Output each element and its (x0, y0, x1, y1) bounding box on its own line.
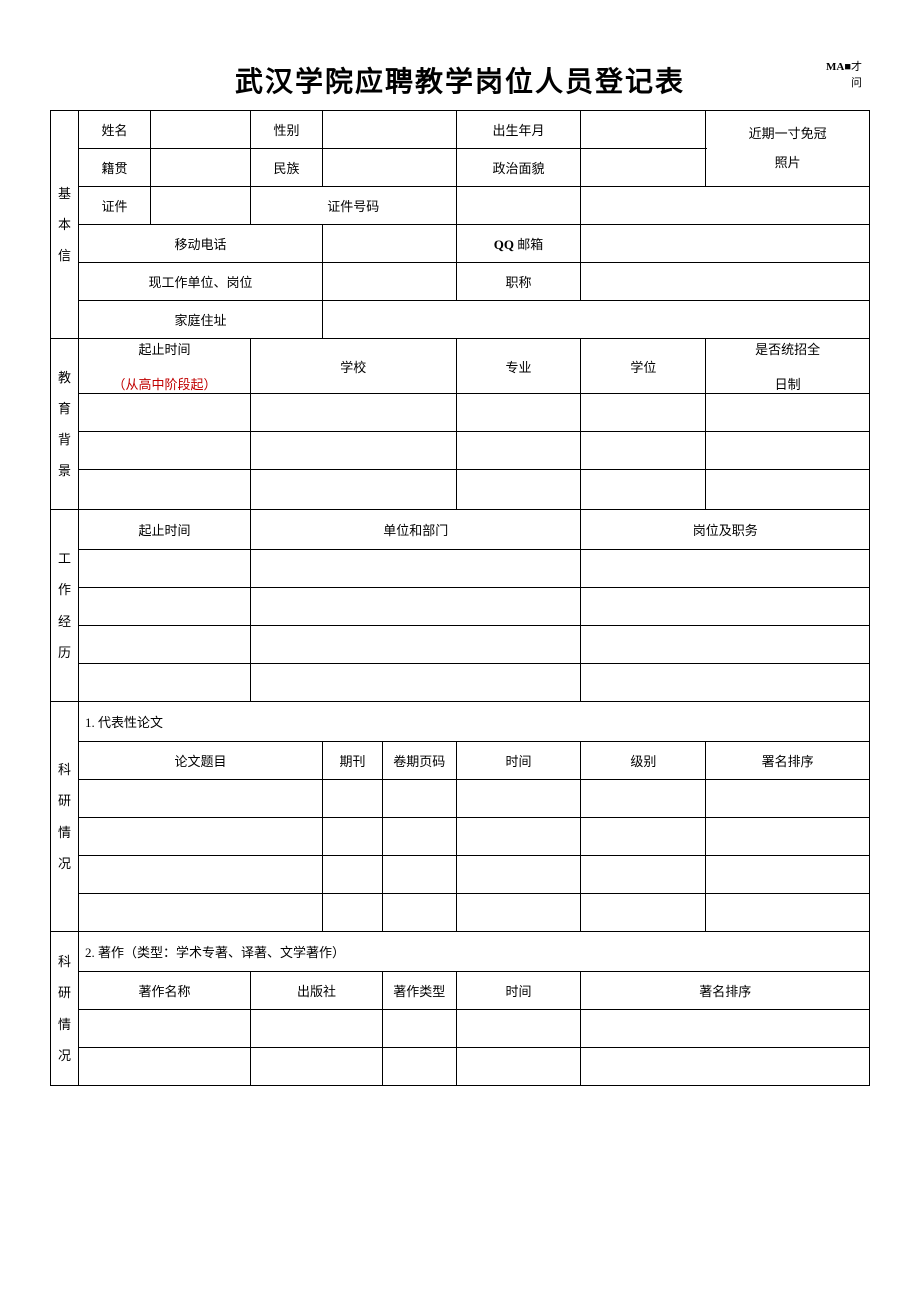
label-idnum: 证件号码 (251, 187, 457, 225)
field-origin[interactable] (151, 149, 251, 187)
book-row[interactable] (79, 1010, 251, 1048)
field-ethnic[interactable] (323, 149, 457, 187)
field-gender[interactable] (323, 111, 457, 149)
label-edu-time: 起止时间 （从高中阶段起） (79, 339, 251, 394)
label-employer: 现工作单位、岗位 (79, 263, 323, 301)
field-birth[interactable] (581, 111, 706, 149)
work-row-unit[interactable] (251, 626, 581, 664)
label-paper-title: 论文题目 (79, 742, 323, 780)
label-work-post: 岗位及职务 (581, 510, 870, 550)
label-book-time: 时间 (456, 972, 581, 1010)
label-address: 家庭住址 (79, 301, 323, 339)
label-book-type: 著作类型 (383, 972, 457, 1010)
research2-heading: 2. 著作（类型：学术专著、译著、文学著作） (79, 932, 870, 972)
label-mobile: 移动电话 (79, 225, 323, 263)
work-row-time[interactable] (79, 664, 251, 702)
header-mark: MA■才问 (826, 58, 862, 90)
label-qq: QQ QQ 邮箱邮箱 (456, 225, 581, 263)
edu-row-major[interactable] (456, 470, 581, 510)
section-basic-label: 基本信 (51, 111, 79, 339)
section-edu-label: 教育背景 (51, 339, 79, 510)
paper-row[interactable] (79, 856, 323, 894)
label-name: 姓名 (79, 111, 151, 149)
label-book-name: 著作名称 (79, 972, 251, 1010)
edu-row-school[interactable] (251, 394, 457, 432)
field-address[interactable] (323, 301, 870, 339)
section-research1-label: 科研情况 (51, 702, 79, 932)
edu-row-fulltime[interactable] (706, 432, 870, 470)
section-work-label: 工作经历 (51, 510, 79, 702)
label-idtype: 证件 (79, 187, 151, 225)
book-row[interactable] (79, 1048, 251, 1086)
label-gender: 性别 (251, 111, 323, 149)
work-row-post[interactable] (581, 588, 870, 626)
work-row-post[interactable] (581, 626, 870, 664)
label-book-order: 著名排序 (581, 972, 870, 1010)
work-row-unit[interactable] (251, 550, 581, 588)
label-edu-fulltime: 是否统招全 日制 (706, 339, 870, 394)
label-edu-school: 学校 (251, 339, 457, 394)
work-row-unit[interactable] (251, 588, 581, 626)
label-political: 政治面貌 (456, 149, 581, 187)
work-row-unit[interactable] (251, 664, 581, 702)
paper-row[interactable] (79, 780, 323, 818)
edu-row-time[interactable] (79, 432, 251, 470)
field-idnum2[interactable] (581, 187, 870, 225)
paper-row[interactable] (79, 818, 323, 856)
field-idtype[interactable] (151, 187, 251, 225)
field-name[interactable] (151, 111, 251, 149)
page-title: 武汉学院应聘教学岗位人员登记表 (50, 60, 870, 100)
work-row-post[interactable] (581, 664, 870, 702)
label-birth: 出生年月 (456, 111, 581, 149)
edu-row-major[interactable] (456, 394, 581, 432)
field-qq[interactable] (581, 225, 870, 263)
edu-row-degree[interactable] (581, 394, 706, 432)
edu-row-school[interactable] (251, 432, 457, 470)
label-publisher: 出版社 (251, 972, 383, 1010)
label-sign-order: 署名排序 (706, 742, 870, 780)
work-row-time[interactable] (79, 626, 251, 664)
work-row-post[interactable] (581, 550, 870, 588)
label-jobtitle: 职称 (456, 263, 581, 301)
form-table: 基本信 姓名 性别 出生年月 近期一寸免冠 照片 籍贯 民族 政治面貌 证件 证… (50, 110, 870, 1086)
label-level: 级别 (581, 742, 706, 780)
edu-row-degree[interactable] (581, 432, 706, 470)
label-origin: 籍贯 (79, 149, 151, 187)
edu-row-time[interactable] (79, 470, 251, 510)
label-ethnic: 民族 (251, 149, 323, 187)
section-research2-label: 科研情况 (51, 932, 79, 1086)
photo-area[interactable]: 近期一寸免冠 照片 (706, 111, 870, 187)
label-journal: 期刊 (323, 742, 383, 780)
label-edu-major: 专业 (456, 339, 581, 394)
research1-heading: 1. 代表性论文 (79, 702, 870, 742)
label-edu-degree: 学位 (581, 339, 706, 394)
field-political[interactable] (581, 149, 706, 187)
edu-row-degree[interactable] (581, 470, 706, 510)
field-jobtitle[interactable] (581, 263, 870, 301)
work-row-time[interactable] (79, 588, 251, 626)
label-work-unit: 单位和部门 (251, 510, 581, 550)
edu-row-school[interactable] (251, 470, 457, 510)
label-paper-time: 时间 (456, 742, 581, 780)
field-idnum[interactable] (456, 187, 581, 225)
edu-row-fulltime[interactable] (706, 394, 870, 432)
edu-row-major[interactable] (456, 432, 581, 470)
edu-row-fulltime[interactable] (706, 470, 870, 510)
edu-row-time[interactable] (79, 394, 251, 432)
label-work-time: 起止时间 (79, 510, 251, 550)
field-employer[interactable] (323, 263, 457, 301)
work-row-time[interactable] (79, 550, 251, 588)
paper-row[interactable] (79, 894, 323, 932)
field-mobile[interactable] (323, 225, 457, 263)
label-volume: 卷期页码 (383, 742, 457, 780)
